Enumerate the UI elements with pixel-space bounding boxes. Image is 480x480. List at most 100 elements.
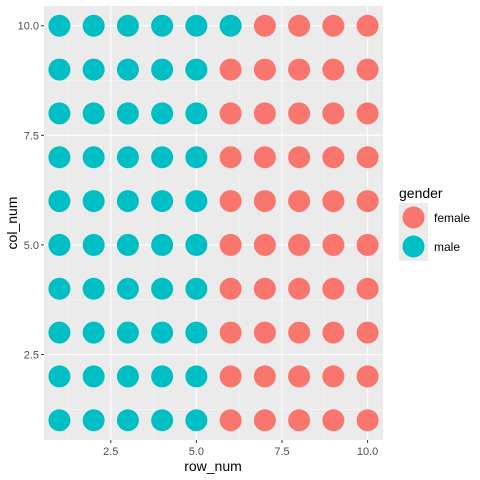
- point-male-3-3: [116, 321, 139, 344]
- point-female-6-4: [219, 277, 242, 300]
- point-male-5-5: [185, 233, 208, 256]
- point-male-1-5: [48, 233, 71, 256]
- point-male-2-9: [82, 58, 105, 81]
- point-male-4-1: [151, 409, 174, 432]
- point-female-9-6: [322, 190, 345, 213]
- point-male-4-8: [151, 102, 174, 125]
- point-male-5-1: [185, 409, 208, 432]
- point-male-1-8: [48, 102, 71, 125]
- point-female-10-3: [356, 321, 379, 344]
- grid-minor: [44, 6, 383, 440]
- point-male-4-5: [151, 233, 174, 256]
- point-female-8-8: [288, 102, 311, 125]
- point-female-10-2: [356, 365, 379, 388]
- point-female-9-3: [322, 321, 345, 344]
- point-male-4-4: [151, 277, 174, 300]
- point-female-8-6: [288, 190, 311, 213]
- legend-key-male: [402, 235, 425, 258]
- point-female-6-9: [219, 58, 242, 81]
- legend-key-female: [402, 206, 425, 229]
- point-male-5-2: [185, 365, 208, 388]
- point-male-2-8: [82, 102, 105, 125]
- point-male-1-9: [48, 58, 71, 81]
- point-female-7-1: [253, 409, 276, 432]
- x-tick-label-2: 7.5: [274, 446, 289, 458]
- point-female-7-9: [253, 58, 276, 81]
- point-female-10-10: [356, 14, 379, 37]
- y-tick-label-1: 5.0: [24, 240, 39, 252]
- point-male-3-4: [116, 277, 139, 300]
- point-female-6-8: [219, 102, 242, 125]
- point-female-7-5: [253, 233, 276, 256]
- point-male-1-3: [48, 321, 71, 344]
- point-male-2-5: [82, 233, 105, 256]
- point-male-4-10: [151, 14, 174, 37]
- point-male-2-10: [82, 14, 105, 37]
- point-male-5-9: [185, 58, 208, 81]
- point-male-3-9: [116, 58, 139, 81]
- point-female-8-7: [288, 146, 311, 169]
- point-female-7-10: [253, 14, 276, 37]
- point-male-2-2: [82, 365, 105, 388]
- point-female-6-2: [219, 365, 242, 388]
- point-female-6-5: [219, 233, 242, 256]
- point-male-3-2: [116, 365, 139, 388]
- x-axis-title: row_num: [184, 458, 242, 474]
- point-male-4-6: [151, 190, 174, 213]
- point-male-3-6: [116, 190, 139, 213]
- point-female-6-1: [219, 409, 242, 432]
- point-male-3-10: [116, 14, 139, 37]
- point-female-9-4: [322, 277, 345, 300]
- point-male-1-10: [48, 14, 71, 37]
- point-male-4-9: [151, 58, 174, 81]
- y-tick-label-2: 7.5: [24, 130, 39, 142]
- point-male-5-6: [185, 190, 208, 213]
- point-male-3-5: [116, 233, 139, 256]
- y-tick-label-3: 10.0: [18, 21, 39, 33]
- point-female-10-9: [356, 58, 379, 81]
- point-male-1-4: [48, 277, 71, 300]
- legend-title: gender: [399, 185, 443, 201]
- point-male-1-2: [48, 365, 71, 388]
- legend-label-male: male: [434, 240, 460, 254]
- legend-label-female: female: [434, 211, 470, 225]
- point-male-4-2: [151, 365, 174, 388]
- point-male-3-7: [116, 146, 139, 169]
- point-female-10-4: [356, 277, 379, 300]
- point-female-10-5: [356, 233, 379, 256]
- point-female-8-3: [288, 321, 311, 344]
- x-tick-label-0: 2.5: [103, 446, 118, 458]
- legend: gender female male: [399, 185, 470, 261]
- point-female-8-5: [288, 233, 311, 256]
- point-female-10-7: [356, 146, 379, 169]
- point-male-5-10: [185, 14, 208, 37]
- point-female-9-9: [322, 58, 345, 81]
- point-male-4-3: [151, 321, 174, 344]
- data-points: [48, 14, 379, 432]
- point-male-3-8: [116, 102, 139, 125]
- point-female-6-6: [219, 190, 242, 213]
- plot-panel: [44, 6, 383, 440]
- point-female-8-1: [288, 409, 311, 432]
- point-male-2-6: [82, 190, 105, 213]
- point-male-5-7: [185, 146, 208, 169]
- point-female-7-8: [253, 102, 276, 125]
- point-male-2-1: [82, 409, 105, 432]
- point-male-1-7: [48, 146, 71, 169]
- y-tick-label-0: 2.5: [24, 350, 39, 362]
- point-female-7-3: [253, 321, 276, 344]
- point-male-2-3: [82, 321, 105, 344]
- point-female-6-3: [219, 321, 242, 344]
- point-female-9-10: [322, 14, 345, 37]
- point-male-2-4: [82, 277, 105, 300]
- point-male-5-4: [185, 277, 208, 300]
- point-male-3-1: [116, 409, 139, 432]
- point-female-9-2: [322, 365, 345, 388]
- point-male-1-6: [48, 190, 71, 213]
- x-tick-label-3: 10.0: [357, 446, 378, 458]
- point-female-10-8: [356, 102, 379, 125]
- point-female-8-10: [288, 14, 311, 37]
- point-female-9-5: [322, 233, 345, 256]
- point-female-9-8: [322, 102, 345, 125]
